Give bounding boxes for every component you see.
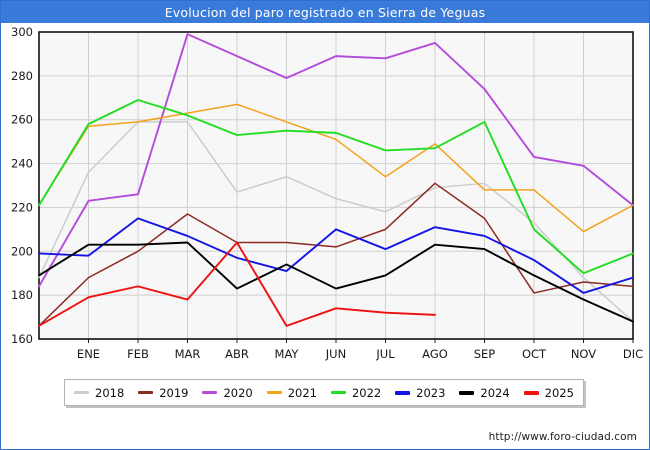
legend-swatch-icon	[330, 391, 346, 394]
legend-item-2019[interactable]: 2019	[138, 385, 189, 400]
series-line-2020	[38, 33, 634, 288]
x-axis-tick-label: ENE	[77, 347, 100, 361]
x-axis-tick-label: MAY	[275, 347, 300, 361]
series-line-2023	[38, 217, 634, 294]
legend-label: 2024	[480, 385, 510, 400]
legend-item-2023[interactable]: 2023	[395, 386, 445, 400]
x-axis-tick-label: AGO	[422, 347, 448, 361]
legend-label: 2025	[544, 385, 574, 400]
source-url: http://www.foro-ciudad.com	[488, 431, 637, 443]
y-axis-tick-label: 280	[11, 69, 33, 83]
plot-border	[38, 31, 634, 340]
x-axis-tick-label: ABR	[225, 347, 249, 361]
window-title-bar: Evolucion del paro registrado en Sierra …	[1, 1, 649, 23]
legend-swatch-icon	[459, 390, 475, 395]
legend-item-2022[interactable]: 2022	[330, 385, 382, 400]
legend-swatch-icon	[202, 391, 218, 394]
x-axis-tick-label: NOV	[571, 347, 596, 361]
legend-item-2018[interactable]: 2018	[74, 386, 124, 400]
x-axis-tick-label: MAR	[175, 347, 201, 361]
y-axis-tick-label: 180	[11, 288, 33, 302]
series-line-2025	[38, 241, 436, 327]
x-axis-tick-label: SEP	[474, 347, 496, 361]
x-axis-tick-label: JUN	[325, 347, 346, 361]
legend-swatch-icon	[138, 391, 154, 394]
legend-swatch-icon	[266, 391, 282, 394]
series-line-2021	[38, 103, 634, 233]
legend-swatch-icon	[395, 390, 411, 395]
x-axis-tick-label: DIC	[623, 347, 643, 361]
legend-label: 2022	[351, 385, 382, 400]
legend-label: 2020	[223, 385, 253, 400]
legend-swatch-icon	[523, 390, 539, 395]
legend-item-2020[interactable]: 2020	[202, 385, 253, 400]
series-line-2022	[38, 99, 634, 275]
legend-label: 2021	[287, 385, 317, 400]
y-axis-tick-label: 220	[11, 200, 33, 214]
y-axis-tick-label: 160	[11, 332, 33, 346]
y-axis-tick-label: 260	[11, 113, 33, 127]
x-axis-tick-label: JUL	[375, 347, 395, 361]
series-line-2019	[38, 182, 634, 327]
x-axis-tick-label: FEB	[127, 347, 149, 361]
page-title: Evolucion del paro registrado en Sierra …	[164, 4, 486, 20]
legend-label: 2023	[416, 385, 446, 400]
legend-item-2025[interactable]: 2025	[523, 385, 574, 400]
y-axis-tick-label: 200	[11, 244, 33, 258]
line-chart: 160 180 200 220 240 260 280 300 ENE FEB MAR ABR MAY J…	[11, 25, 643, 361]
chart-legend: 2018 2019 2020 2021 2022 2023 2024 2025	[64, 379, 584, 406]
y-axis-tick-label: 300	[11, 25, 33, 39]
series-line-2024	[38, 241, 634, 323]
legend-label: 2018	[95, 385, 125, 400]
legend-label: 2019	[159, 385, 189, 400]
x-axis-tick-label: OCT	[522, 347, 547, 361]
legend-item-2021[interactable]: 2021	[266, 385, 317, 400]
chart-container: 160 180 200 220 240 260 280 300 ENE FEB MAR ABR MAY J…	[1, 23, 650, 363]
legend-item-2024[interactable]: 2024	[459, 385, 510, 400]
legend-swatch-icon	[74, 391, 89, 394]
y-axis-tick-label: 240	[11, 157, 33, 171]
